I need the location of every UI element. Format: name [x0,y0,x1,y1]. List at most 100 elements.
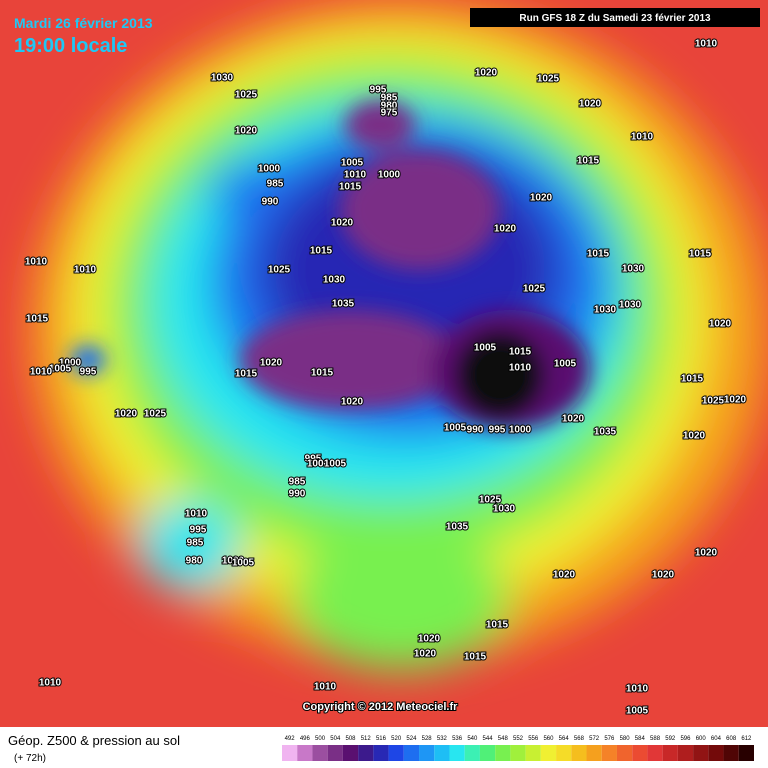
isobar-label: 1020 [260,358,283,369]
isobar-label: 1025 [268,265,291,276]
isobar-label: 1015 [587,249,610,260]
isobar-label: 1020 [683,431,706,442]
isobar-label: 1010 [74,265,97,276]
colorbar-tick-label: 520 [391,736,402,742]
colorbar-tick-label: 572 [589,736,600,742]
isobar-label: 1025 [537,74,560,85]
isobar-label: 980 [381,101,398,112]
isobar-label: 985 [187,538,204,549]
isobar-label: 1025 [523,284,546,295]
isobar-label: 1010 [30,367,53,378]
isobar-label: 1020 [235,126,258,137]
colorbar-tick-label: 600 [696,736,707,742]
isobar-label: 1030 [323,275,346,286]
isobar-label: 1020 [341,397,364,408]
colorbar-swatch [556,745,572,761]
colorbar-swatch [738,745,754,761]
isobar-label: 1000 [258,164,281,175]
colorbar-tick-label: 604 [711,736,722,742]
isobar-label: 1000 [509,425,532,436]
colorbar-swatch [723,745,739,761]
isobar-label: 1020 [115,409,138,420]
colorbar-swatch [464,745,480,761]
isobar-label: 1035 [446,522,469,533]
isobar-label: 1020 [579,99,602,110]
colorbar-tick-label: 524 [406,736,417,742]
colorbar-tick-label: 500 [315,736,326,742]
colorbar-tick-label: 560 [543,736,554,742]
colorbar-tick-label: 532 [437,736,448,742]
isobar-label: 990 [467,425,484,436]
run-box [470,8,760,27]
isobar-label: 995 [489,425,506,436]
colorbar-swatch [495,745,511,761]
colorbar-swatch [388,745,404,761]
isobar-label: 1015 [26,314,49,325]
background-field [0,0,768,727]
isobar-label: 1010 [626,684,649,695]
isobar-label: 1035 [332,299,355,310]
colorbar-swatch [479,745,496,761]
colorbar-swatch [616,745,633,761]
isobar-label: 1015 [235,369,258,380]
colorbar: 492 496 500 504 508 512 516 520 524 528 532 536 540 5… [282,736,754,761]
colorbar-swatch [510,745,526,761]
colorbar-tick-label: 596 [680,736,691,742]
colorbar-swatch [282,745,298,761]
isobar-label: 1010 [185,509,208,520]
isobar-label: 1005 [341,158,364,169]
isobar-label: 1010 [695,39,718,50]
colorbar-tick-label: 504 [330,736,341,742]
isobar-label: 1035 [594,427,617,438]
date: Mardi 26 février 2013 [14,15,153,31]
isobar-label: 1015 [689,249,712,260]
isobar-label: 995 [80,367,97,378]
colorbar-tick-label: 612 [741,736,752,742]
colorbar-swatch [571,745,587,761]
isobar-label: 1000 [307,459,330,470]
isobar-label: 1030 [619,300,642,311]
isobar-label: 1020 [418,634,441,645]
isobar-label: 1010 [314,682,337,693]
isobar-label: 995 [305,454,322,465]
colorbar-swatch [297,745,313,761]
isobar-label: 995 [370,85,387,96]
isobar-label: 1025 [235,90,258,101]
colorbar-swatch [677,745,694,761]
isobar-label: 1025 [479,495,502,506]
isobar-label: 1015 [339,182,362,193]
isobar-label: 1005 [324,459,347,470]
isobar-label: 1015 [464,652,487,663]
colorbar-tick-label: 496 [300,736,311,742]
colorbar-swatch [434,745,450,761]
colorbar-tick-label: 548 [498,736,509,742]
isobar-label: 1015 [486,620,509,631]
time: 19:00 locale [14,35,127,57]
isobar-label: 1015 [310,246,333,257]
copyright: Copyright © 2012 Meteociel.fr [303,701,459,713]
isobar-label: 1010 [509,363,532,374]
colorbar-swatch [693,745,709,761]
isobar-label: 985 [267,179,284,190]
isobar-label: 1020 [530,193,553,204]
colorbar-swatch [342,745,359,761]
colorbar-tick-label: 564 [559,736,570,742]
colorbar-swatch [419,745,435,761]
colorbar-swatch [403,745,420,761]
colorbar-tick-label: 516 [376,736,387,742]
colorbar-swatch [525,745,541,761]
isobar-label: 1000 [59,358,82,369]
colorbar-swatch [373,745,389,761]
isobar-label: 985 [381,93,398,104]
isobar-label: 1010 [39,678,62,689]
isobar-label: 1015 [311,368,334,379]
isobar-label: 995 [190,525,207,536]
isobar-label: 1025 [702,396,725,407]
isobar-label: 1015 [577,156,600,167]
isobar-label: 990 [289,489,306,500]
isobar-label: 1005 [49,364,72,375]
colorbar-swatch [708,745,724,761]
colorbar-tick-label: 556 [528,736,539,742]
isobar-label: 1005 [474,343,497,354]
